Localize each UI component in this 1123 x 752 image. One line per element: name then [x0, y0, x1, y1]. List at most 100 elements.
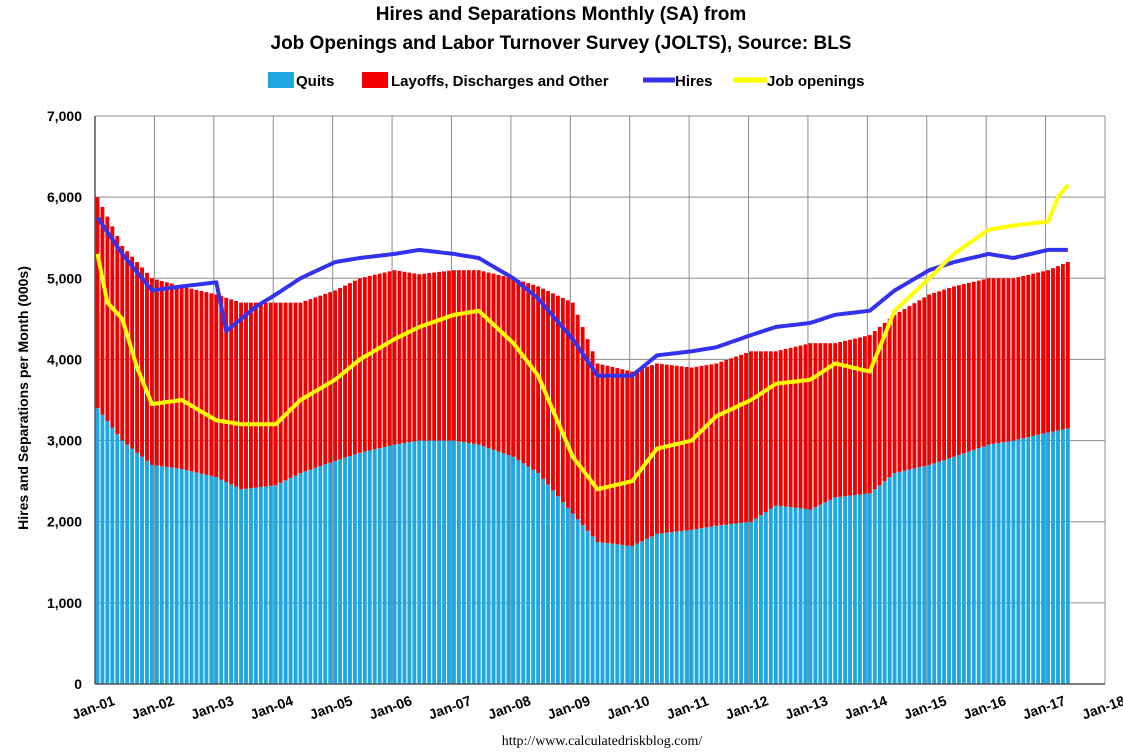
- bar-quits: [763, 511, 768, 684]
- bar-layoffs: [417, 274, 422, 441]
- bar-quits: [150, 464, 154, 684]
- bar-quits: [818, 504, 823, 684]
- bar-quits: [867, 493, 872, 684]
- bar-quits: [234, 486, 239, 684]
- bar-quits: [729, 524, 734, 684]
- bar-layoffs: [154, 279, 159, 466]
- y-tick-label: 2,000: [47, 514, 82, 530]
- bar-layoffs: [857, 337, 862, 495]
- bar-layoffs: [808, 343, 813, 510]
- y-axis-title: Hires and Separations per Month (000s): [15, 266, 31, 530]
- bar-layoffs: [1060, 264, 1065, 430]
- bar-layoffs: [937, 291, 942, 462]
- bar-quits: [417, 440, 422, 684]
- bar-layoffs: [382, 272, 387, 447]
- bar-quits: [189, 471, 194, 684]
- bar-layoffs: [1021, 275, 1026, 439]
- bar-quits: [560, 502, 565, 684]
- bar-layoffs: [763, 351, 768, 512]
- bar-quits: [754, 518, 758, 684]
- bar-quits: [937, 461, 942, 684]
- x-tick-label: Jan-09: [545, 692, 592, 722]
- legend: Quits Layoffs, Discharges and Other Hire…: [268, 72, 865, 90]
- bar-quits: [966, 451, 971, 684]
- bar-quits: [714, 525, 719, 684]
- bar-layoffs: [734, 356, 739, 524]
- bar-layoffs: [947, 288, 951, 459]
- bar-quits: [392, 444, 397, 684]
- bar-layoffs: [813, 343, 818, 508]
- bar-layoffs: [610, 366, 615, 544]
- bar-quits: [481, 446, 486, 684]
- bar-layoffs: [392, 270, 397, 445]
- bar-quits: [927, 464, 932, 684]
- bar-quits: [957, 455, 961, 684]
- bar-quits: [679, 530, 684, 684]
- bar-layoffs: [412, 273, 417, 442]
- bar-layoffs: [506, 277, 511, 456]
- bar-quits: [194, 472, 199, 684]
- bar-layoffs: [684, 366, 689, 531]
- y-tick-label: 1,000: [47, 595, 82, 611]
- bar-layoffs: [278, 302, 283, 483]
- bar-layoffs: [1041, 271, 1046, 434]
- bar-layoffs: [179, 286, 184, 469]
- bar-layoffs: [333, 290, 338, 461]
- legend-label-layoffs: Layoffs, Discharges and Other: [391, 73, 609, 90]
- bar-layoffs: [521, 281, 526, 464]
- bar-layoffs: [303, 300, 308, 472]
- bar-layoffs: [234, 301, 239, 487]
- bar-layoffs: [971, 281, 976, 450]
- x-tick-label: Jan-06: [367, 692, 414, 722]
- bar-quits: [952, 456, 956, 684]
- bar-quits: [506, 455, 511, 684]
- bar-layoffs: [560, 297, 565, 503]
- bar-layoffs: [249, 302, 253, 489]
- bar-quits: [684, 530, 689, 684]
- bar-quits: [862, 493, 867, 684]
- bar-quits: [283, 480, 288, 684]
- bar-quits: [857, 494, 862, 684]
- bar-quits: [625, 545, 630, 684]
- bar-quits: [942, 460, 947, 684]
- bar-quits: [407, 442, 412, 684]
- legend-label-quits: Quits: [296, 73, 334, 90]
- bar-layoffs: [1011, 278, 1016, 441]
- bar-quits: [739, 522, 744, 684]
- bar-layoffs: [932, 292, 937, 464]
- y-tick-label: 5,000: [47, 270, 82, 286]
- bar-quits: [1046, 432, 1050, 684]
- bar-layoffs: [565, 300, 570, 508]
- chart-title-line1: Hires and Separations Monthly (SA) from: [376, 4, 747, 25]
- bar-quits: [724, 524, 729, 684]
- bar-layoffs: [298, 302, 303, 474]
- bar-layoffs: [754, 351, 758, 519]
- bar-layoffs: [882, 322, 887, 482]
- x-tick-label: Jan-10: [604, 692, 651, 722]
- bar-quits: [199, 473, 204, 684]
- bar-layoffs: [823, 343, 828, 503]
- bar-layoffs: [570, 302, 575, 514]
- bar-layoffs: [164, 282, 169, 467]
- bar-quits: [249, 488, 253, 684]
- bar-quits: [318, 466, 323, 684]
- bar-layoffs: [115, 236, 120, 435]
- bar-quits: [902, 470, 907, 684]
- bar-quits: [669, 532, 674, 684]
- bar-layoffs: [283, 302, 288, 481]
- bar-layoffs: [313, 297, 318, 468]
- bar-quits: [432, 440, 437, 684]
- bar-layoffs: [927, 294, 932, 465]
- bar-layoffs: [476, 270, 481, 445]
- bar-quits: [1041, 433, 1046, 684]
- bar-layoffs: [843, 340, 848, 497]
- bar-layoffs: [288, 302, 293, 478]
- bar-quits: [659, 533, 664, 684]
- bar-layoffs: [892, 314, 897, 474]
- bar-layoffs: [966, 282, 971, 452]
- bar-layoffs: [912, 303, 917, 469]
- bar-layoffs: [704, 365, 709, 528]
- y-tick-label: 3,000: [47, 433, 82, 449]
- bar-quits: [932, 463, 937, 684]
